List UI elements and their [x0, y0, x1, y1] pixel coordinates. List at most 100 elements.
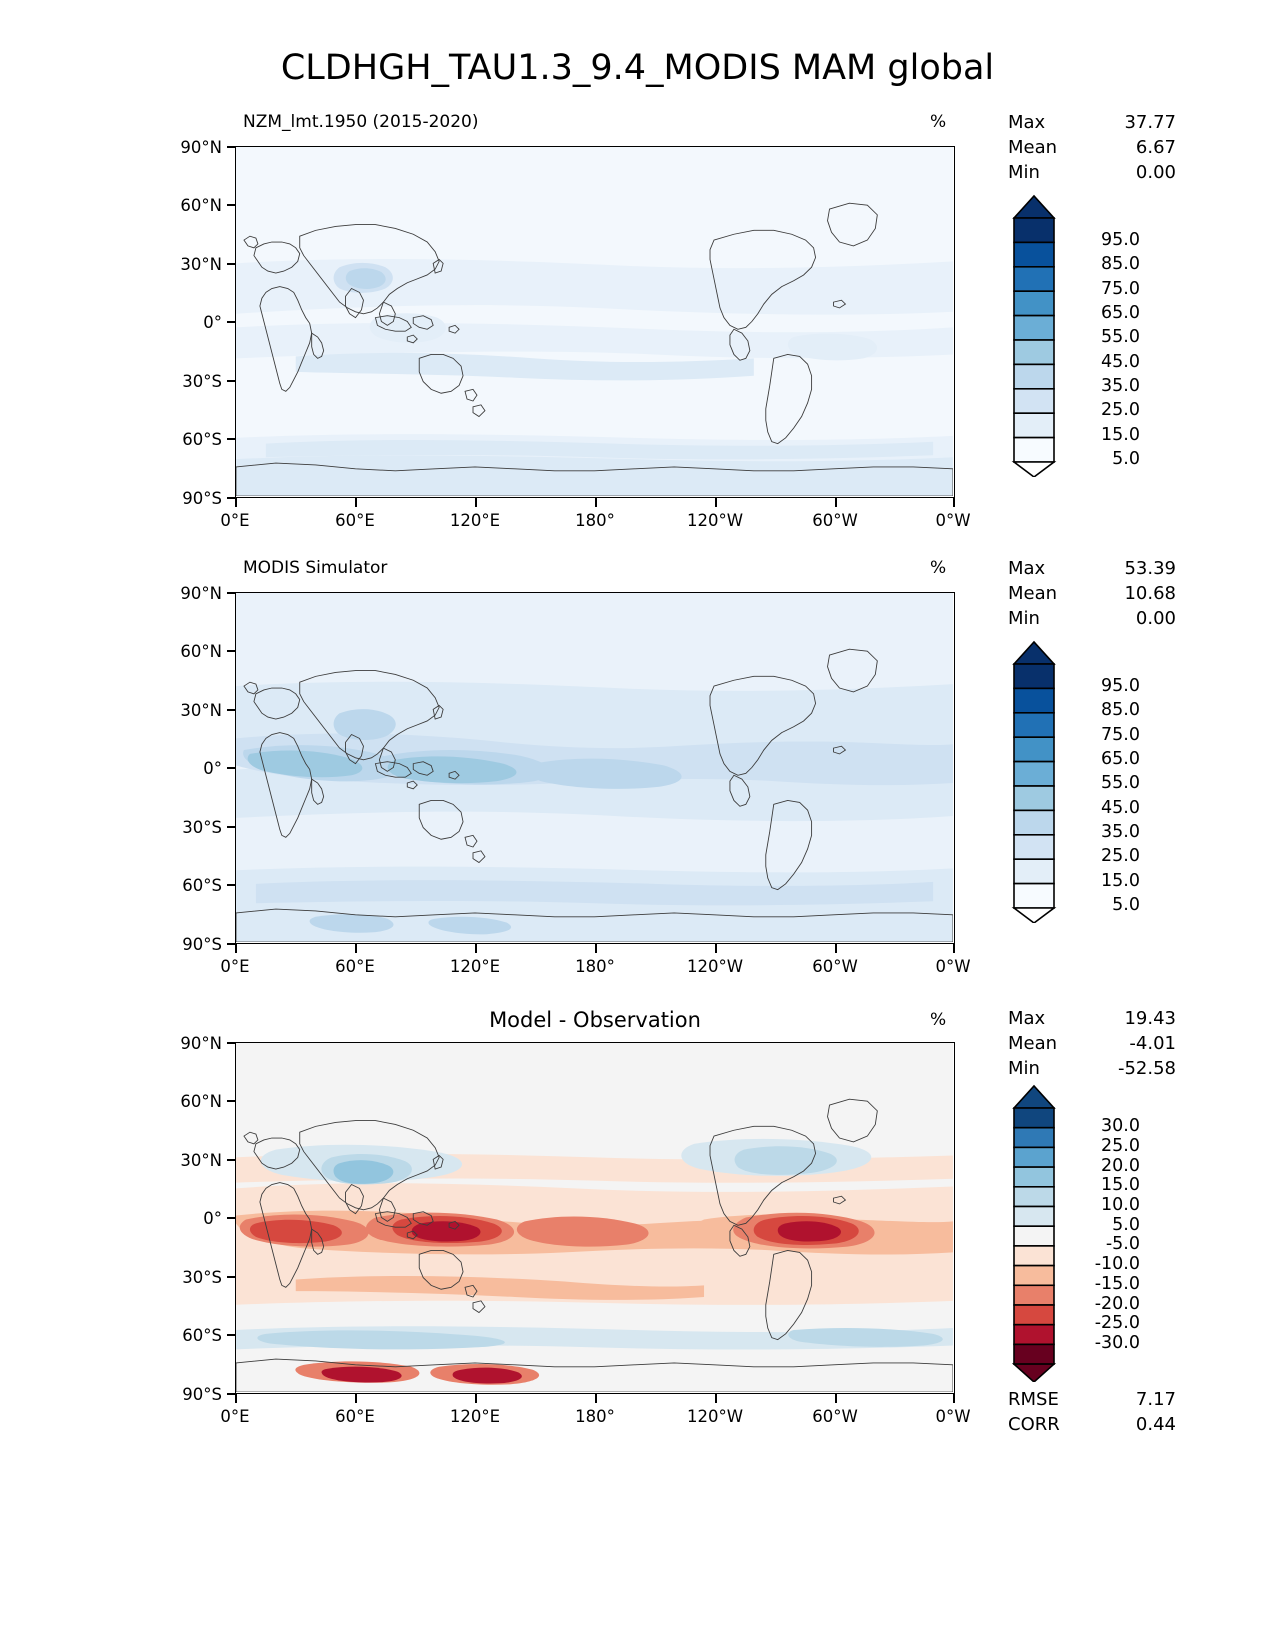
- xtick-label: 60°E: [335, 1407, 375, 1426]
- stat-value: -52.58: [1117, 1058, 1176, 1079]
- stat-key: Min: [1008, 608, 1040, 629]
- ytick: [227, 709, 236, 711]
- ytick: [227, 1100, 236, 1102]
- cbar-tick-label: 55.0: [1101, 327, 1140, 347]
- map-model[interactable]: [235, 146, 955, 498]
- cbar-tick-label: -15.0: [1094, 1274, 1140, 1294]
- cbar-tick-label: 5.0: [1112, 449, 1140, 469]
- ytick: [227, 497, 236, 499]
- stats-model: Max 37.77 Mean 6.67 Min 0.00: [1008, 110, 1176, 185]
- xtick-label: 120°E: [449, 511, 501, 530]
- metric-row: RMSE 7.17: [1008, 1387, 1176, 1412]
- cbar-tick-label: 95.0: [1101, 676, 1140, 696]
- cbar-tick-label: 15.0: [1101, 1175, 1140, 1195]
- cbar-tick-label: 85.0: [1101, 254, 1140, 274]
- xtick: [715, 498, 717, 507]
- ytick: [227, 204, 236, 206]
- colorbar-difference[interactable]: [1010, 1082, 1058, 1384]
- cbar-tick-label: 15.0: [1101, 871, 1140, 891]
- figure-title: CLDHGH_TAU1.3_9.4_MODIS MAM global: [280, 48, 995, 88]
- stat-key: Max: [1008, 112, 1046, 133]
- stat-key: Max: [1008, 1008, 1046, 1029]
- panel-observation-label: MODIS Simulator: [243, 558, 388, 578]
- xtick-label: 180°: [575, 1407, 615, 1426]
- ytick: [227, 592, 236, 594]
- ytick: [227, 146, 236, 148]
- ytick: [227, 321, 236, 323]
- metric-key: RMSE: [1008, 1389, 1059, 1410]
- cbar-tick-label: 5.0: [1112, 895, 1140, 915]
- xtick: [235, 498, 237, 507]
- ytick: [227, 380, 236, 382]
- stats-difference: Max 19.43 Mean -4.01 Min -52.58: [1008, 1006, 1176, 1081]
- xtick-label: 120°E: [449, 1407, 501, 1426]
- colorbar-difference-labels: 30.0 25.0 20.0 15.0 10.0 5.0 -5.0 -10.0 …: [1062, 1082, 1140, 1382]
- ytick-label: 30°N: [180, 701, 222, 720]
- ytick-label: 0°: [203, 759, 222, 778]
- ytick-label: 30°S: [182, 1268, 222, 1287]
- xtick-label: 180°: [575, 957, 615, 976]
- ytick: [227, 1159, 236, 1161]
- stat-row: Min -52.58: [1008, 1056, 1176, 1081]
- metric-row: CORR 0.44: [1008, 1412, 1176, 1437]
- ytick: [227, 1042, 236, 1044]
- map-difference[interactable]: [235, 1042, 955, 1394]
- stat-value: 53.39: [1124, 558, 1176, 579]
- stat-value: 10.68: [1124, 583, 1176, 604]
- xtick: [235, 1394, 237, 1403]
- xtick-label: 180°: [575, 511, 615, 530]
- ytick-label: 0°: [203, 1209, 222, 1228]
- ytick: [227, 650, 236, 652]
- xtick: [595, 1394, 597, 1403]
- cbar-tick-label: 10.0: [1101, 1195, 1140, 1215]
- metric-key: CORR: [1008, 1414, 1060, 1435]
- ytick: [227, 263, 236, 265]
- cbar-tick-label: 65.0: [1101, 749, 1140, 769]
- ytick-label: 60°S: [182, 430, 222, 449]
- stat-value: 0.00: [1135, 608, 1176, 629]
- xtick: [355, 498, 357, 507]
- xtick: [475, 944, 477, 953]
- ytick-label: 60°S: [182, 876, 222, 895]
- panel-observation-unit: %: [930, 558, 947, 578]
- stat-key: Min: [1008, 162, 1040, 183]
- ytick: [227, 1217, 236, 1219]
- xtick: [835, 944, 837, 953]
- stat-value: 19.43: [1124, 1008, 1176, 1029]
- cbar-tick-label: 15.0: [1101, 425, 1140, 445]
- cbar-tick-label: 5.0: [1112, 1215, 1140, 1235]
- ytick: [227, 826, 236, 828]
- stat-key: Mean: [1008, 583, 1058, 604]
- ytick-label: 60°N: [180, 642, 222, 661]
- ytick: [227, 1334, 236, 1336]
- ytick: [227, 884, 236, 886]
- panel-model: NZM_lmt.1950 (2015-2020) %: [0, 0, 1275, 540]
- xtick: [835, 1394, 837, 1403]
- cbar-tick-label: 45.0: [1101, 798, 1140, 818]
- xtick-label: 0°W: [935, 1407, 971, 1426]
- panel-observation: MODIS Simulator %: [0, 440, 1275, 1000]
- colorbar-model[interactable]: [1010, 192, 1058, 478]
- colorbar-observation-labels: 95.0 85.0 75.0 65.0 55.0 45.0 35.0 25.0 …: [1062, 638, 1140, 923]
- cbar-tick-label: 35.0: [1101, 822, 1140, 842]
- colorbar-model-labels: 95.0 85.0 75.0 65.0 55.0 45.0 35.0 25.0 …: [1062, 192, 1140, 477]
- stat-value: 0.00: [1135, 162, 1176, 183]
- map-observation[interactable]: [235, 592, 955, 944]
- colorbar-observation[interactable]: [1010, 638, 1058, 924]
- ytick-label: 60°S: [182, 1326, 222, 1345]
- cbar-tick-label: 25.0: [1101, 1136, 1140, 1156]
- cbar-tick-label: 65.0: [1101, 303, 1140, 323]
- xtick-label: 0°E: [220, 957, 250, 976]
- xtick-label: 60°E: [335, 957, 375, 976]
- ytick-label: 30°S: [182, 372, 222, 391]
- stat-row: Max 53.39: [1008, 556, 1176, 581]
- ytick-label: 90°N: [180, 1034, 222, 1053]
- xtick-label: 60°W: [812, 957, 858, 976]
- xtick: [595, 498, 597, 507]
- xtick: [235, 944, 237, 953]
- xtick-label: 120°W: [686, 511, 744, 530]
- cbar-tick-label: 75.0: [1101, 725, 1140, 745]
- stat-row: Min 0.00: [1008, 606, 1176, 631]
- metrics-difference: RMSE 7.17 CORR 0.44: [1008, 1387, 1176, 1437]
